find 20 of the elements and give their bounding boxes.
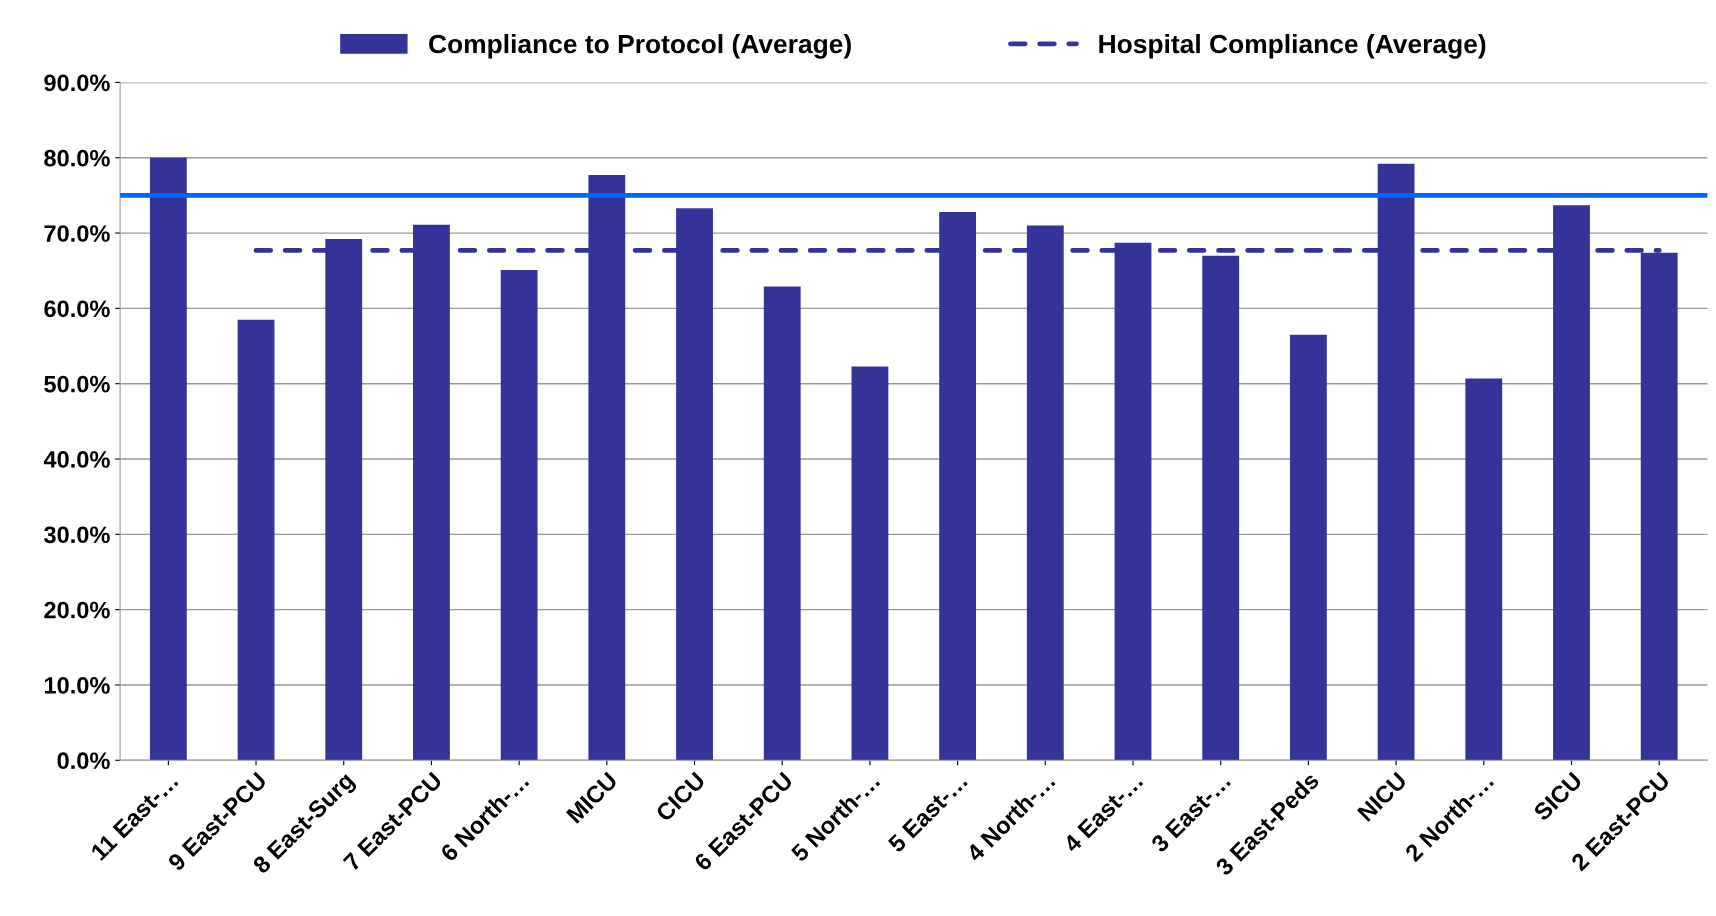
- legend-label: Compliance to Protocol (Average): [429, 33, 851, 59]
- bar: [237, 319, 275, 761]
- bar: [851, 366, 889, 761]
- y-tick-label: 40.0%: [43, 451, 110, 468]
- y-tick-label: 50.0%: [44, 375, 110, 393]
- y-tick-label: 70.0%: [44, 225, 110, 242]
- bar: [1202, 255, 1240, 761]
- y-tick-label: 60.0%: [44, 300, 110, 318]
- bar: [763, 286, 801, 761]
- bar: [149, 157, 187, 761]
- legend-label: Hospital Compliance (Average): [1099, 33, 1486, 59]
- y-tick-label: 30.0%: [44, 526, 110, 544]
- bar: [1465, 378, 1503, 761]
- y-tick-label: 90.0%: [44, 74, 110, 92]
- y-tick-label: 0.0%: [57, 752, 110, 770]
- bar: [1289, 334, 1327, 761]
- y-tick-label: 10.0%: [44, 677, 110, 694]
- bar: [500, 269, 538, 761]
- y-tick-label: 20.0%: [44, 601, 110, 619]
- y-tick-label: 80.0%: [44, 149, 110, 167]
